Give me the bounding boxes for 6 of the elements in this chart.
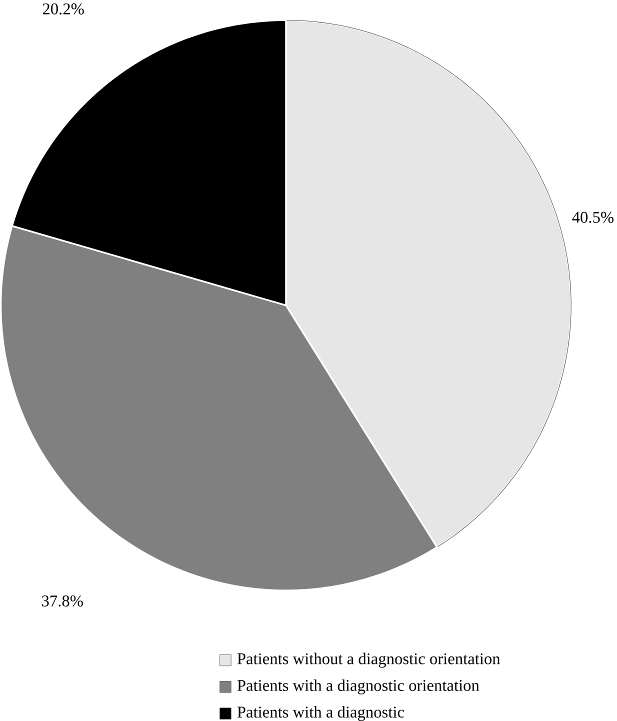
legend-label: Patients without a diagnostic orientation	[237, 652, 500, 668]
legend-label: Patients with a diagnostic	[237, 706, 404, 721]
data-label: 40.5%	[572, 212, 614, 223]
legend-label: Patients with a diagnostic orientation	[237, 679, 479, 694]
data-label: 20.2%	[42, 3, 84, 14]
data-label: 37.8%	[42, 595, 83, 607]
